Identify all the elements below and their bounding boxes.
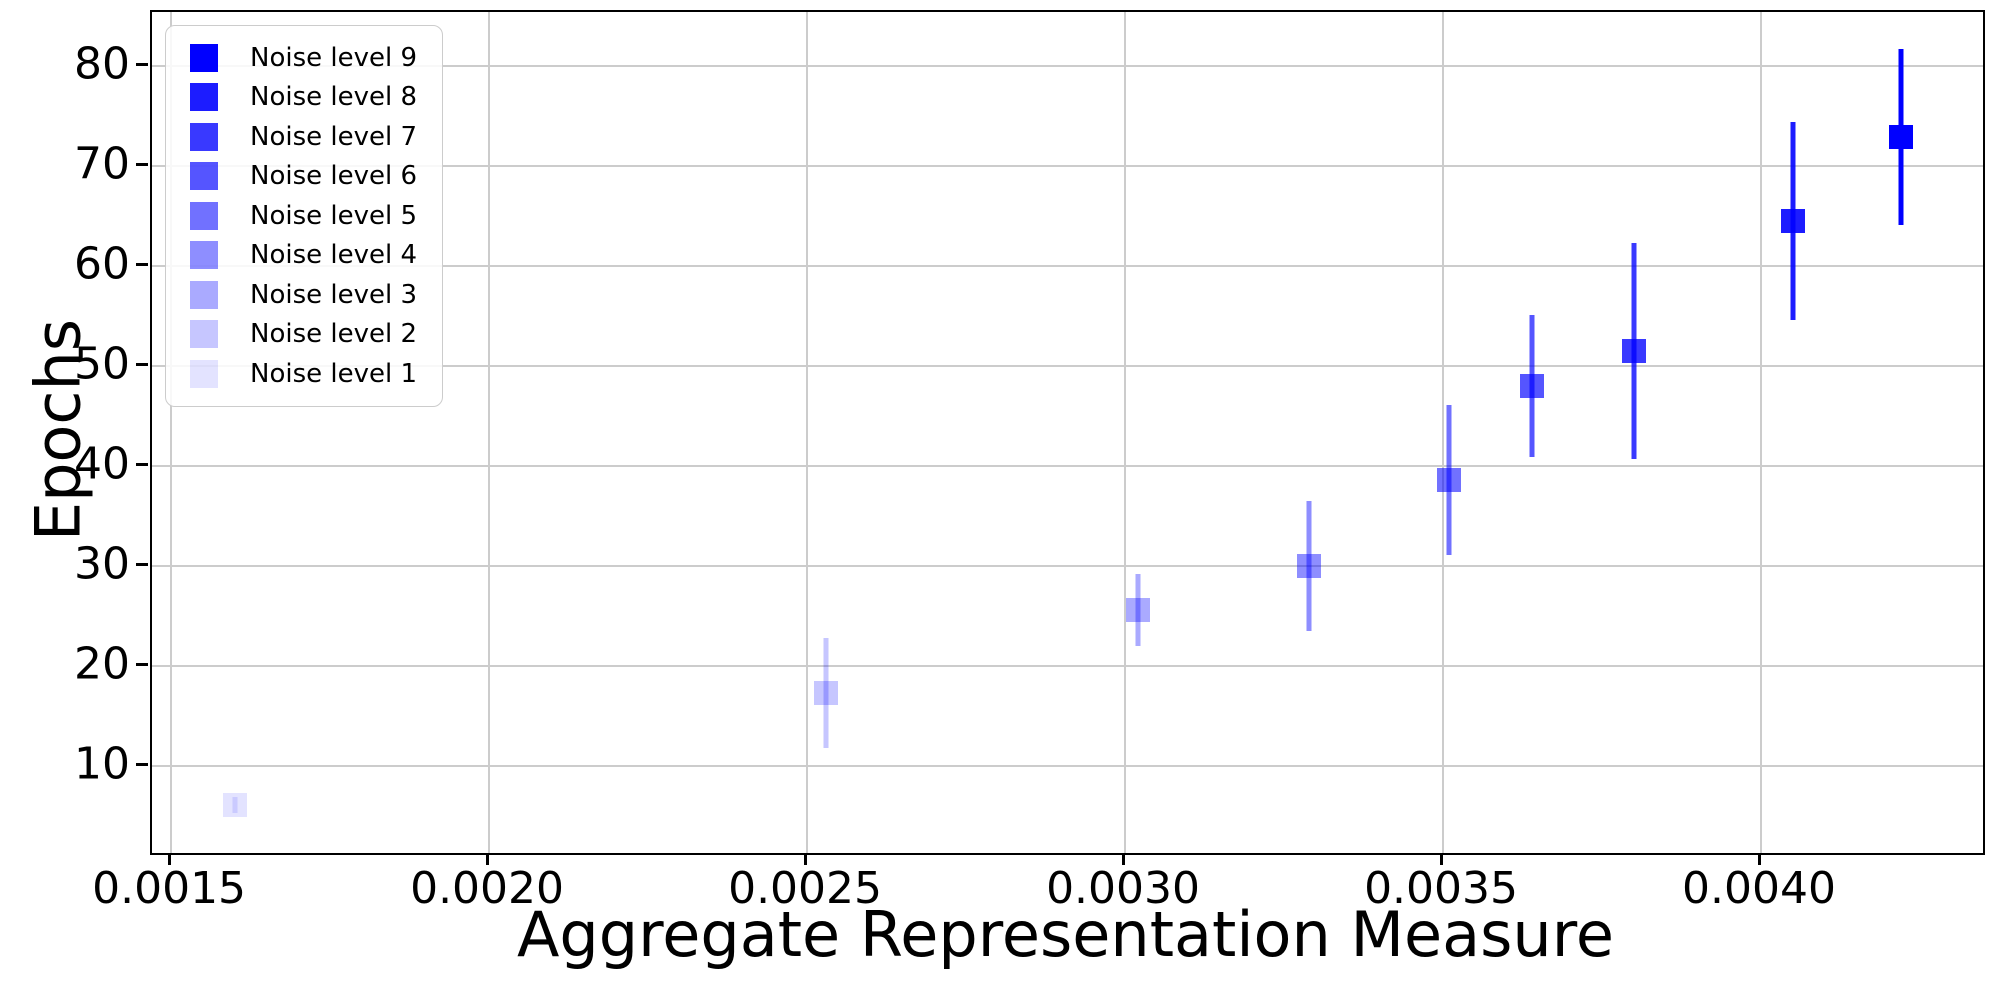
x-tick-mark [1122, 853, 1125, 865]
data-point-marker [1780, 209, 1805, 233]
x-gridline [1124, 12, 1127, 853]
x-axis-title: Aggregate Representation Measure [517, 898, 1614, 971]
legend-item: Noise level 3 [190, 275, 432, 315]
y-tick-label: 40 [74, 438, 130, 490]
y-gridline [152, 265, 1983, 267]
x-tick-label: 0.0025 [728, 863, 883, 914]
y-tick-mark [136, 663, 148, 666]
y-tick-label: 30 [74, 538, 130, 590]
x-tick-label: 0.0030 [1046, 863, 1201, 914]
legend-item: Noise level 4 [190, 236, 432, 276]
data-point-marker [1297, 554, 1322, 578]
y-tick-label: 70 [74, 138, 130, 190]
error-bar [1135, 574, 1141, 646]
legend-label: Noise level 3 [250, 279, 418, 310]
error-bar [232, 797, 238, 813]
y-tick-label: 50 [74, 338, 130, 390]
y-tick-label: 60 [74, 238, 130, 290]
legend-item: Noise level 6 [190, 157, 432, 197]
data-point-marker [1888, 125, 1913, 149]
legend-item: Noise level 9 [190, 38, 432, 78]
y-tick-mark [136, 463, 148, 466]
y-tick-label: 10 [74, 738, 130, 790]
y-axis-title: Epochs [21, 318, 95, 542]
legend-label: Noise level 7 [250, 121, 418, 152]
x-tick-mark [1440, 853, 1443, 865]
y-tick-label: 20 [74, 638, 130, 690]
legend-swatch [190, 83, 218, 112]
x-tick-mark [168, 853, 171, 865]
plot-area: Noise level 9 Noise level 8 Noise level 7 N… [150, 10, 1985, 855]
x-gridline [1442, 12, 1445, 853]
y-tick-mark [136, 363, 148, 366]
legend-item: Noise level 5 [190, 196, 432, 236]
legend-swatch [190, 122, 218, 151]
x-tick-label: 0.0035 [1364, 863, 1519, 914]
x-tick-label: 0.0020 [410, 863, 565, 914]
y-gridline [152, 365, 1983, 367]
x-gridline [170, 12, 173, 853]
data-point-marker [1125, 598, 1150, 622]
legend-item: Noise level 7 [190, 117, 432, 157]
legend: Noise level 9 Noise level 8 Noise level 7 N… [165, 25, 443, 407]
error-bar [1306, 501, 1312, 631]
x-tick-mark [804, 853, 807, 865]
y-gridline [152, 765, 1983, 767]
y-gridline [152, 665, 1983, 667]
x-tick-mark [1758, 853, 1761, 865]
legend-label: Noise level 5 [250, 200, 418, 231]
y-tick-mark [136, 163, 148, 166]
legend-label: Noise level 2 [250, 319, 418, 350]
legend-swatch [190, 359, 218, 388]
y-tick-mark [136, 763, 148, 766]
y-tick-mark [136, 563, 148, 566]
data-point-marker [222, 793, 247, 817]
legend-label: Noise level 1 [250, 358, 418, 389]
x-gridline [806, 12, 809, 853]
x-tick-label: 0.0015 [92, 863, 247, 914]
y-tick-mark [136, 263, 148, 266]
legend-swatch [190, 320, 218, 349]
legend-swatch [190, 162, 218, 191]
y-gridline [152, 465, 1983, 467]
x-gridline [1760, 12, 1763, 853]
legend-label: Noise level 4 [250, 240, 418, 271]
data-point-marker [1520, 374, 1545, 398]
y-gridline [152, 565, 1983, 567]
legend-item: Noise level 2 [190, 315, 432, 355]
data-point-marker [1621, 339, 1646, 363]
y-gridline [152, 165, 1983, 167]
x-tick-mark [486, 853, 489, 865]
legend-item: Noise level 8 [190, 78, 432, 118]
legend-swatch [190, 201, 218, 230]
x-gridline [488, 12, 491, 853]
data-point-marker [1437, 468, 1462, 492]
legend-label: Noise level 8 [250, 82, 418, 113]
legend-label: Noise level 9 [250, 42, 418, 73]
legend-swatch [190, 43, 218, 72]
legend-item: Noise level 1 [190, 354, 432, 394]
legend-label: Noise level 6 [250, 161, 418, 192]
y-tick-label: 80 [74, 38, 130, 90]
x-tick-label: 0.0040 [1682, 863, 1837, 914]
y-tick-mark [136, 63, 148, 66]
legend-swatch [190, 280, 218, 309]
data-point-marker [814, 681, 839, 705]
error-bar [823, 638, 829, 748]
legend-swatch [190, 241, 218, 270]
y-gridline [152, 65, 1983, 67]
